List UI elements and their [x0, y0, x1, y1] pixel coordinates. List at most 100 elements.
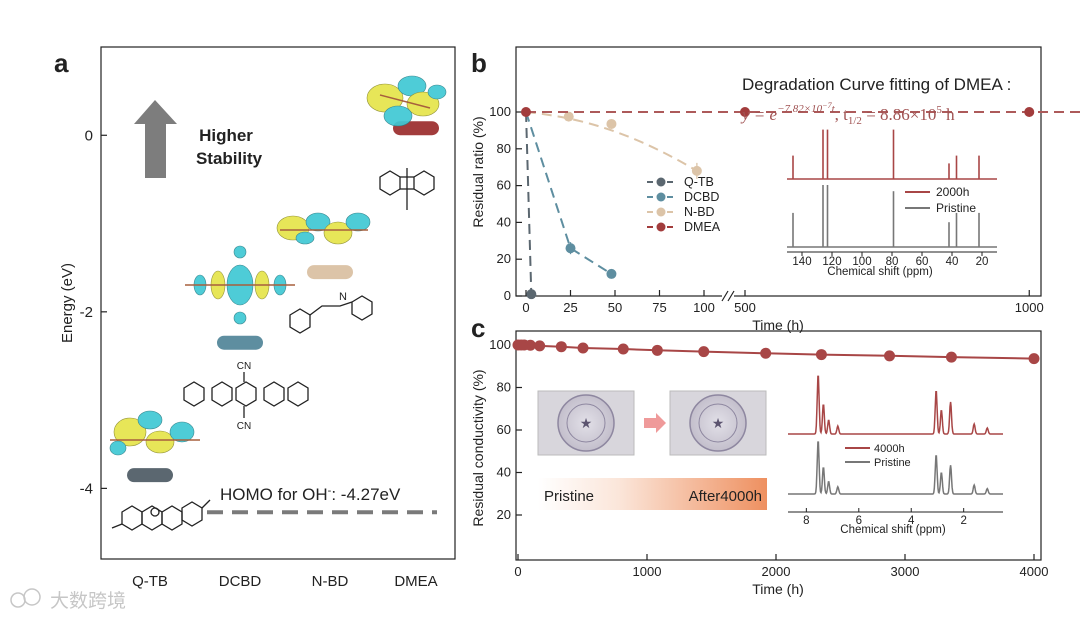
svg-text:★: ★ [580, 416, 593, 432]
photo-label-pristine: Pristine [544, 488, 594, 505]
a-ytick-label: 0 [85, 127, 93, 144]
c-point [534, 340, 546, 352]
panel-c-y-label: Residual conductivity (%) [470, 369, 486, 526]
b-legend-label: N-BD [684, 205, 715, 219]
nmr-b-tick-label: 80 [886, 256, 899, 268]
panel-label-c: c [471, 313, 485, 343]
molecule-qtb-icon [111, 499, 211, 531]
nmr-b-tick-label: 20 [976, 256, 989, 268]
axis-break-mask [722, 290, 734, 302]
a-category-label: DCBD [219, 573, 262, 590]
b-point-dmea [1024, 107, 1035, 117]
b-xtick-label: 1000 [1015, 300, 1044, 315]
c-point [617, 343, 629, 355]
panel-c-x-label: Time (h) [752, 581, 804, 597]
b-point-dmea [740, 107, 750, 117]
watermark: 大数跨境 [10, 588, 126, 612]
nmr-b-tick-label: 60 [916, 256, 929, 268]
photo-pristine: ★ [537, 390, 635, 456]
stability-text-2: Stability [196, 149, 263, 168]
b-point-n-bd [563, 111, 574, 122]
b-xtick-label: 100 [693, 300, 715, 315]
watermark-text: 大数跨境 [50, 590, 126, 612]
c-point [1028, 353, 1040, 365]
c-xtick-label: 4000 [1020, 564, 1049, 579]
c-point [577, 342, 589, 354]
panel-b-frame [515, 46, 1042, 297]
c-ytick-label: 40 [497, 465, 511, 480]
nmr-b-tick-label: 40 [946, 256, 959, 268]
panel-a-y-label: Energy (eV) [59, 263, 76, 343]
panel-a: a 0 -2 -4 Energy (eV) Q-TB DCBD N-BD DMEA Hig… [54, 46, 456, 590]
panel-b-series [521, 107, 1080, 300]
b-ytick-label: 0 [504, 288, 511, 303]
b-legend-marker [656, 222, 666, 232]
energy-level-bar [307, 265, 353, 280]
stability-arrow-icon [134, 100, 177, 178]
panel-label-b: b [471, 48, 487, 78]
c-xtick-label: 1000 [633, 564, 662, 579]
c-point [651, 344, 663, 356]
molecule-nbd-icon: N [289, 291, 373, 334]
panel-b-inset-x-label: Chemical shift (ppm) [827, 266, 933, 278]
panel-a-y-axis: 0 -2 -4 [80, 127, 107, 497]
b-xtick-label: 50 [608, 300, 622, 315]
c-point [555, 341, 567, 353]
aging-gradient-bar [538, 478, 767, 510]
panel-c-inset-x-label: Chemical shift (ppm) [840, 524, 946, 536]
c-point [760, 347, 772, 359]
nmr-c-tick-label: 8 [803, 515, 809, 527]
a-ytick-label: -2 [80, 304, 93, 321]
b-point-dmea [521, 107, 531, 117]
axis-break-mark-1 [721, 290, 729, 302]
c-ytick-label: 80 [497, 380, 511, 395]
cn-label-top: CN [237, 361, 251, 372]
nmr-c-spectrum-pristine [788, 441, 1003, 495]
c-xtick-label: 3000 [891, 564, 920, 579]
panel-a-frame [100, 46, 456, 560]
nmr-c-tick-label: 6 [856, 515, 862, 527]
b-legend-label: Q-TB [684, 175, 714, 189]
panel-c-series [512, 339, 1040, 365]
photo-arrow-icon [644, 413, 666, 433]
molecule-dmea-icon [379, 168, 435, 210]
b-xtick-label: 25 [563, 300, 577, 315]
svg-text:★: ★ [712, 416, 725, 432]
molecule-dcbd-icon [183, 372, 309, 418]
photo-after4000h: ★ [669, 390, 767, 456]
cn-label-bottom: CN [237, 421, 251, 432]
panel-b-y-label: Residual ratio (%) [470, 116, 486, 227]
degradation-title: Degradation Curve fitting of DMEA : [742, 75, 1011, 94]
homo-oh-label: HOMO for OH-: -4.27eV [220, 485, 401, 504]
panel-c-frame [515, 330, 1042, 561]
c-ytick-label: 20 [497, 507, 511, 522]
b-ytick-label: 40 [497, 214, 511, 229]
inset-b-legend-pristine: Pristine [936, 201, 976, 215]
a-ytick-label: -4 [80, 480, 93, 497]
b-point-n-bd [606, 118, 617, 129]
b-series-line-q-tb [525, 111, 533, 295]
c-point [815, 349, 827, 361]
b-xtick-label: 500 [734, 300, 756, 315]
nmr-b-tick-label: 120 [822, 256, 841, 268]
c-ytick-label: 100 [489, 337, 511, 352]
axis-break-mark-2 [727, 290, 735, 302]
a-category-label: Q-TB [132, 573, 168, 590]
c-point [945, 351, 957, 363]
nmr-b-tick-label: 100 [852, 256, 871, 268]
a-category-label: N-BD [312, 573, 349, 590]
c-point [698, 346, 710, 358]
panel-b-nmr-inset: 140 120 100 80 60 40 20 [787, 129, 997, 268]
photo-label-after4000h: After4000h [689, 488, 762, 505]
b-ytick-label: 20 [497, 251, 511, 266]
c-ytick-label: 60 [497, 422, 511, 437]
degradation-formula: y = e−7.82×10−7t, t1/2 = 8.86×105 h [740, 101, 955, 127]
orbital-dmea-icon [366, 75, 447, 127]
b-ytick-label: 100 [489, 104, 511, 119]
b-xtick-label: 75 [652, 300, 666, 315]
inset-c-legend-pristine: Pristine [874, 457, 911, 469]
panel-b: b 0204060801000255075100500100015002000 … [470, 46, 1080, 333]
